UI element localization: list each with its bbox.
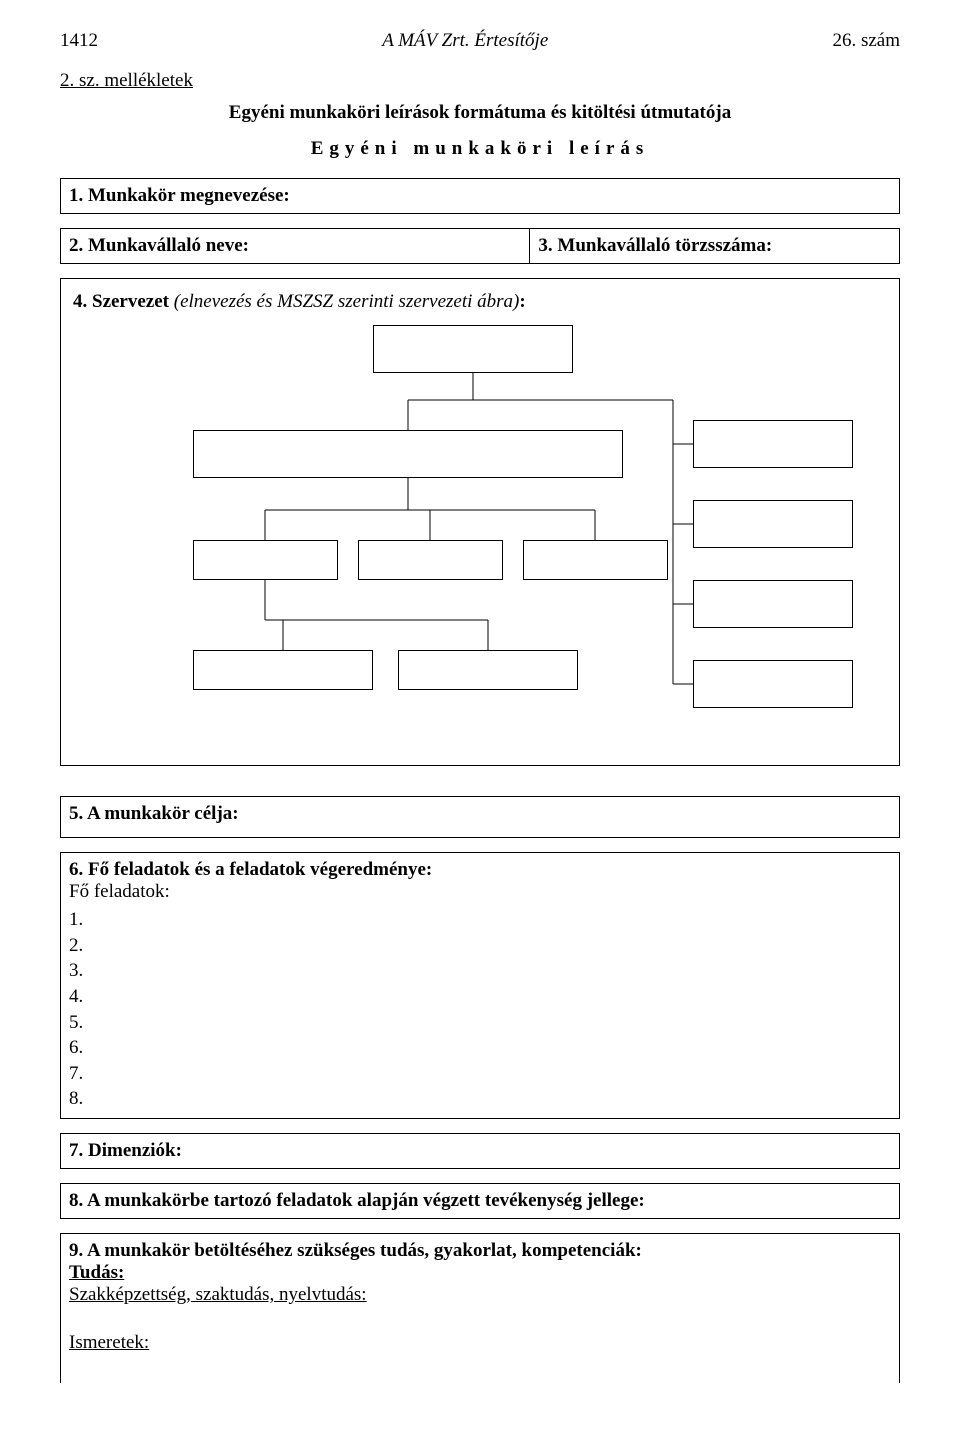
page: 1412 A MÁV Zrt. Értesítője 26. szám 2. s… bbox=[0, 0, 960, 1437]
journal-title: A MÁV Zrt. Értesítője bbox=[382, 30, 548, 52]
field-5-munkakor-celja: 5. A munkakör célja: bbox=[60, 796, 900, 838]
field-2-munkavallalo-neve: 2. Munkavállaló neve: bbox=[60, 228, 530, 264]
field-3-torzsszama: 3. Munkavállaló törzsszáma: bbox=[530, 228, 900, 264]
org-node bbox=[693, 500, 853, 548]
field-4-suffix: : bbox=[519, 291, 525, 312]
field-4-prefix: 4. Szervezet bbox=[73, 291, 174, 312]
task-item: 8. bbox=[69, 1086, 891, 1112]
main-title: Egyéni munkaköri leírások formátuma és k… bbox=[60, 102, 900, 124]
issue-number: 26. szám bbox=[832, 30, 900, 52]
field-1-munkakor-megnevezese: 1. Munkakör megnevezése: bbox=[60, 178, 900, 214]
field-6-fo-feladatok: 6. Fő feladatok és a feladatok végeredmé… bbox=[60, 852, 900, 1119]
sub-title: Egyéni munkaköri leírás bbox=[60, 138, 900, 160]
task-item: 2. bbox=[69, 933, 891, 959]
org-node bbox=[693, 660, 853, 708]
field-9-tudas: Tudás: bbox=[69, 1262, 891, 1284]
field-4-label: 4. Szervezet (elnevezés és MSZSZ szerint… bbox=[73, 291, 887, 313]
field-7-dimenziok: 7. Dimenziók: bbox=[60, 1133, 900, 1169]
field-9-szakkepzettseg: Szakképzettség, szaktudás, nyelvtudás: bbox=[69, 1284, 891, 1306]
page-header: 1412 A MÁV Zrt. Értesítője 26. szám bbox=[60, 30, 900, 52]
section-heading: 2. sz. mellékletek bbox=[60, 70, 900, 92]
field-9-title: 9. A munkakör betöltéséhez szükséges tud… bbox=[69, 1240, 891, 1262]
row-fields-2-3: 2. Munkavállaló neve: 3. Munkavállaló tö… bbox=[60, 228, 900, 264]
task-item: 4. bbox=[69, 984, 891, 1010]
org-node bbox=[373, 325, 573, 373]
field-4-italic: (elnevezés és MSZSZ szerinti szervezeti … bbox=[174, 291, 520, 312]
task-item: 7. bbox=[69, 1061, 891, 1087]
org-node bbox=[523, 540, 668, 580]
task-item: 5. bbox=[69, 1010, 891, 1036]
org-node bbox=[358, 540, 503, 580]
task-item: 3. bbox=[69, 958, 891, 984]
field-9-ismeretek: Ismeretek: bbox=[69, 1332, 891, 1354]
org-node bbox=[693, 420, 853, 468]
task-item: 1. bbox=[69, 907, 891, 933]
org-chart bbox=[73, 325, 887, 745]
org-node bbox=[193, 540, 338, 580]
field-6-title: 6. Fő feladatok és a feladatok végeredmé… bbox=[69, 859, 891, 881]
org-node bbox=[693, 580, 853, 628]
field-6-sub: Fő feladatok: bbox=[69, 881, 891, 903]
field-8-tevekenyseg-jellege: 8. A munkakörbe tartozó feladatok alapjá… bbox=[60, 1183, 900, 1219]
task-item: 6. bbox=[69, 1035, 891, 1061]
field-4-szervezet: 4. Szervezet (elnevezés és MSZSZ szerint… bbox=[60, 278, 900, 766]
page-number: 1412 bbox=[60, 30, 98, 52]
org-node bbox=[193, 650, 373, 690]
tasks-list: 1.2.3.4.5.6.7.8. bbox=[69, 907, 891, 1112]
field-9-tudas-kompetenciak: 9. A munkakör betöltéséhez szükséges tud… bbox=[60, 1233, 900, 1383]
org-node bbox=[193, 430, 623, 478]
org-node bbox=[398, 650, 578, 690]
